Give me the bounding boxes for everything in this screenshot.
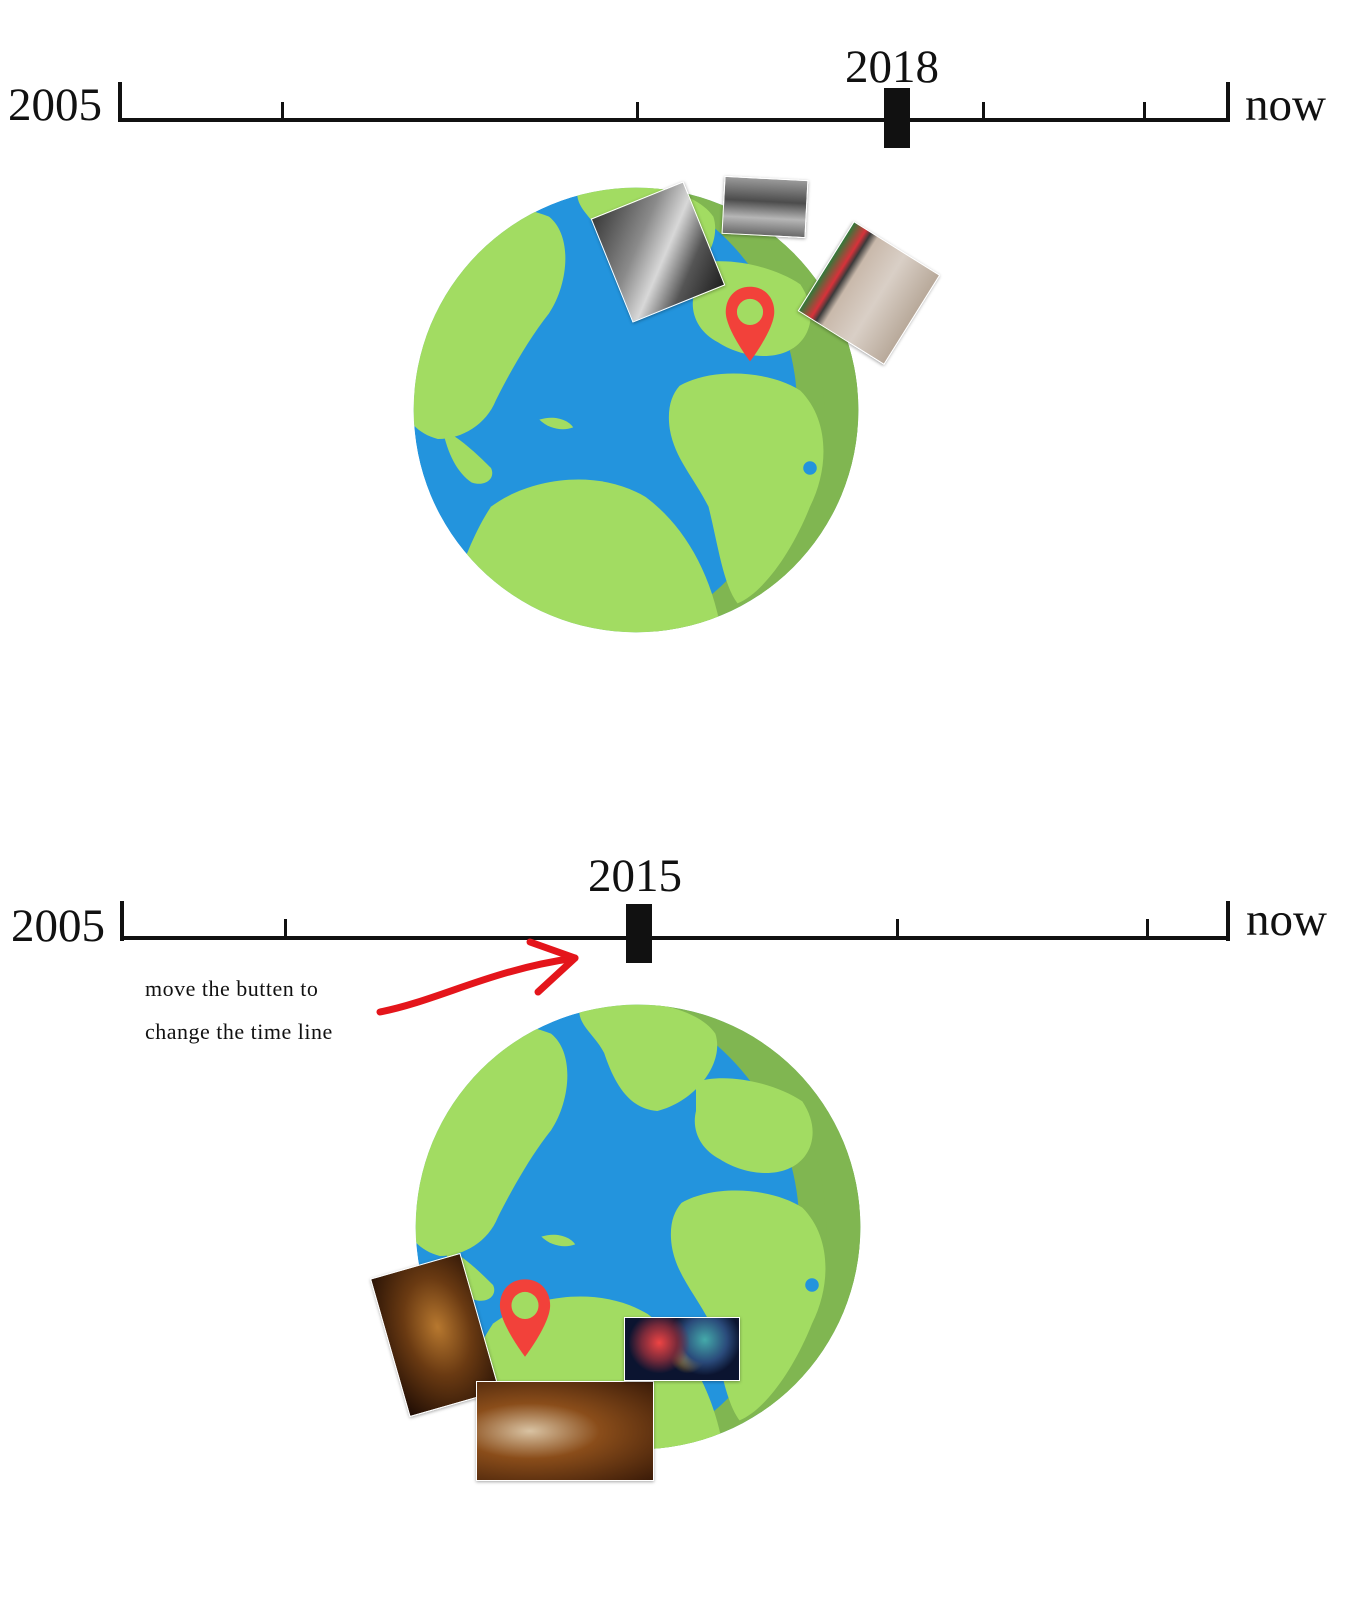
night-lights-photo[interactable] xyxy=(624,1317,740,1381)
timeline-start-cap xyxy=(118,82,122,122)
location-pin-icon[interactable] xyxy=(496,1275,554,1363)
timeline-panel-bottom: 2005 now 2015 xyxy=(0,815,1366,1615)
location-pin-icon[interactable] xyxy=(722,282,778,368)
timeline-start-label: 2005 xyxy=(8,79,102,131)
timeline-track[interactable] xyxy=(120,118,1230,122)
hint-arrow-icon xyxy=(376,938,579,1016)
timeline-slider-handle[interactable] xyxy=(626,904,652,963)
timeline-tick xyxy=(281,102,284,120)
timeline-track[interactable] xyxy=(122,936,1230,940)
cat-closeup-photo[interactable] xyxy=(476,1381,654,1481)
timeline-end-label: now xyxy=(1245,79,1326,131)
timeline-panel-top: 2005 now 2018 xyxy=(0,0,1366,800)
selected-year-label: 2018 xyxy=(845,41,939,93)
timeline-tick xyxy=(1146,919,1149,937)
bw-street-photo[interactable] xyxy=(721,175,809,239)
timeline-tick xyxy=(636,102,639,120)
timeline-start-label: 2005 xyxy=(11,900,105,952)
hint-text-line1: move the butten to xyxy=(145,976,319,1001)
selected-year-label: 2015 xyxy=(588,850,682,902)
timeline-slider-handle[interactable] xyxy=(884,88,910,148)
timeline-end-label: now xyxy=(1246,894,1327,946)
timeline-tick xyxy=(284,919,287,937)
timeline-end-cap xyxy=(1226,901,1230,941)
timeline-tick xyxy=(982,102,985,120)
timeline-tick xyxy=(1143,102,1146,120)
hint-text-line2: change the time line xyxy=(145,1019,333,1044)
timeline-start-cap xyxy=(120,901,124,941)
timeline-end-cap xyxy=(1226,82,1230,122)
timeline-tick xyxy=(896,919,899,937)
